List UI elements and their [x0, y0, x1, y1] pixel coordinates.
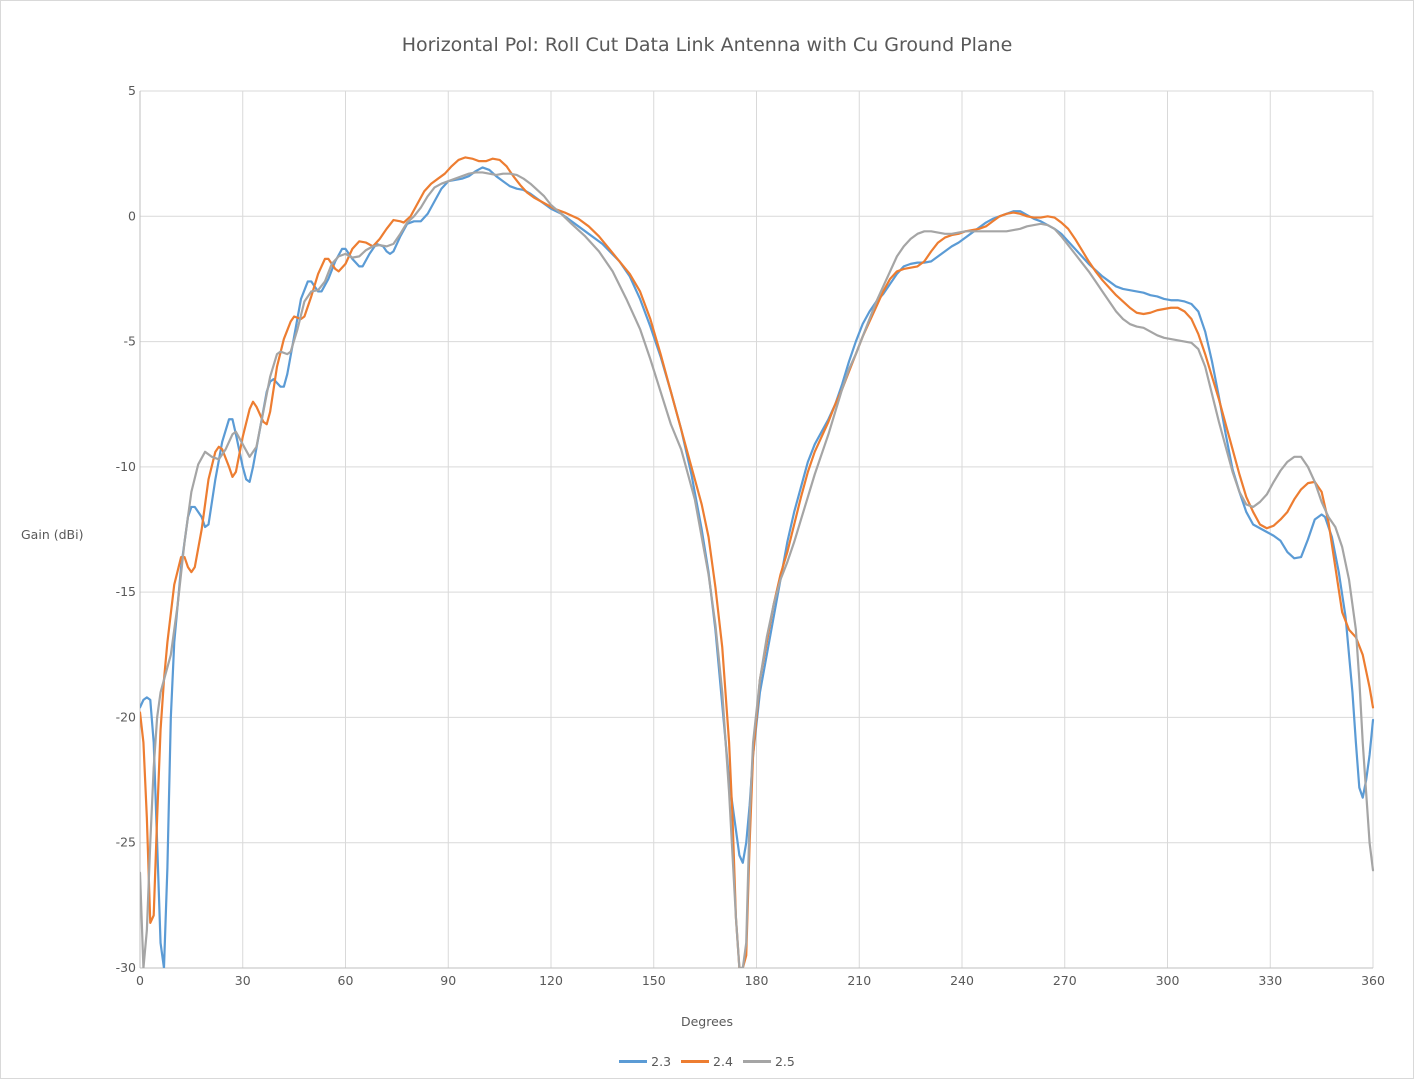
- x-tick-label: 150: [642, 973, 666, 988]
- x-tick-label: 300: [1156, 973, 1180, 988]
- x-tick-label: 90: [440, 973, 456, 988]
- y-axis-label: Gain (dBi): [21, 527, 84, 542]
- y-tick-label: -5: [124, 334, 136, 349]
- legend: 2.3 2.4 2.5: [1, 1054, 1413, 1069]
- x-tick-label: 120: [539, 973, 563, 988]
- legend-item-series-1: 2.3: [619, 1054, 671, 1069]
- legend-swatch: [742, 1060, 771, 1063]
- x-tick-label: 270: [1053, 973, 1077, 988]
- x-tick-label: 360: [1361, 973, 1385, 988]
- y-tick-label: -15: [116, 584, 136, 599]
- legend-label: 2.5: [774, 1054, 795, 1069]
- legend-swatch: [681, 1060, 710, 1063]
- x-tick-label: 0: [136, 973, 144, 988]
- x-axis-label: Degrees: [680, 1014, 733, 1029]
- x-tick-label: 30: [235, 973, 251, 988]
- y-tick-label: 5: [128, 83, 136, 98]
- series-line-2: [140, 156, 1375, 968]
- series-line-1: [140, 166, 1375, 968]
- y-tick-label: -30: [116, 960, 136, 975]
- x-tick-label: 210: [847, 973, 871, 988]
- x-tick-label: 180: [745, 973, 769, 988]
- legend-swatch: [619, 1060, 648, 1063]
- legend-item-series-2: 2.4: [681, 1054, 733, 1069]
- x-tick-label: 240: [950, 973, 974, 988]
- legend-label: 2.4: [713, 1054, 733, 1069]
- y-tick-label: -20: [116, 709, 136, 724]
- chart-title: Horizontal Pol: Roll Cut Data Link Anten…: [401, 34, 1013, 56]
- x-tick-label: 60: [338, 973, 354, 988]
- y-tick-label: -10: [116, 459, 136, 474]
- x-tick-label: 330: [1258, 973, 1282, 988]
- legend-item-series-3: 2.5: [742, 1054, 795, 1069]
- y-tick-label: -25: [116, 835, 136, 850]
- series-line-3: [140, 171, 1375, 968]
- legend-label: 2.3: [651, 1054, 672, 1069]
- y-tick-label: 0: [128, 208, 136, 223]
